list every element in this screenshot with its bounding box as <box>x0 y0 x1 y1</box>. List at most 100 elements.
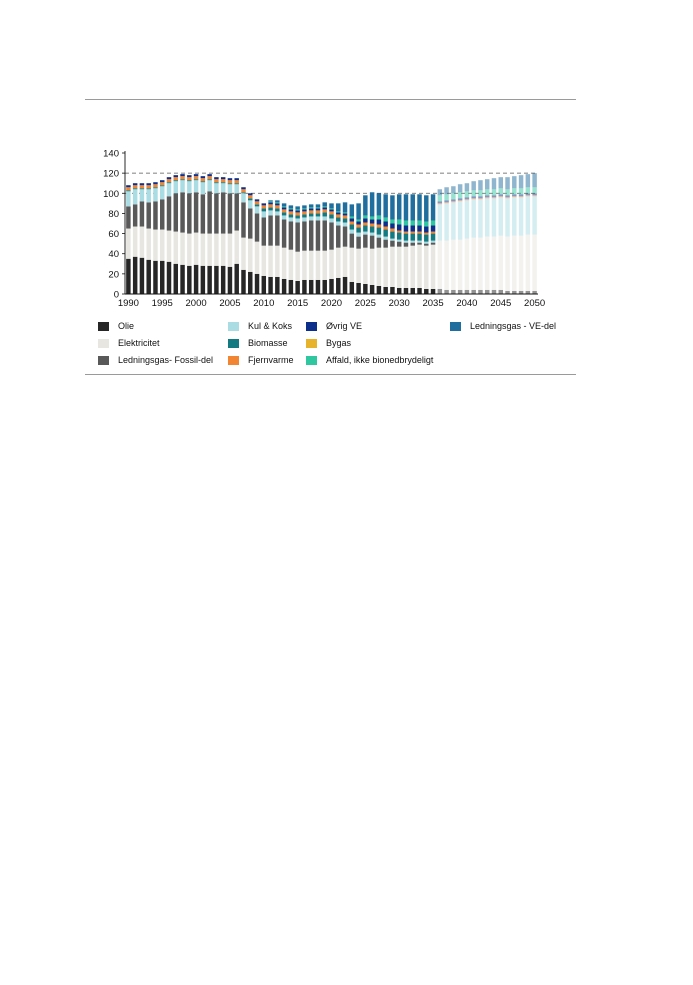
bar-segment <box>193 176 199 180</box>
bar-segment <box>227 184 233 194</box>
bar-segment <box>153 187 158 189</box>
bar-segment <box>410 233 415 241</box>
bar-segment <box>356 236 361 249</box>
bar-segment <box>207 174 212 177</box>
bar-segment <box>383 221 388 227</box>
bar-segment <box>484 197 490 199</box>
bar-segment <box>498 188 503 195</box>
bar-segment <box>160 186 165 200</box>
bar-segment <box>315 213 321 217</box>
bar-segment <box>383 194 388 218</box>
bar-segment <box>342 218 348 223</box>
bar-segment <box>132 204 138 227</box>
legend-swatch <box>228 321 239 331</box>
bar-segment <box>390 238 395 241</box>
bar-segment <box>525 290 531 294</box>
bar-segment <box>403 287 409 294</box>
bar-segment <box>295 251 300 281</box>
bar-segment <box>430 194 436 221</box>
bar-segment <box>437 288 443 294</box>
bar-segment <box>295 280 300 294</box>
legend-swatch <box>306 355 317 365</box>
bar-segment <box>403 194 409 221</box>
bar-segment <box>444 289 449 294</box>
bar-segment <box>396 239 402 242</box>
bar-segment <box>437 203 443 205</box>
bar-segment <box>315 204 321 208</box>
bar-segment <box>220 179 226 183</box>
bar-segment <box>390 231 395 239</box>
bar-segment <box>220 233 226 266</box>
bar-segment <box>315 250 321 280</box>
bar-segment <box>153 260 158 294</box>
bar-segment <box>464 289 470 294</box>
x-axis-ticks: 1990 1995 2000 2005 2010 2015 2020 2025 2030 2035… <box>118 298 545 309</box>
bar-segment <box>336 211 341 213</box>
legend-swatch <box>228 338 239 348</box>
bar-segment <box>491 289 497 294</box>
bar-segment <box>126 258 131 294</box>
bar-segment <box>336 203 341 212</box>
x-tick-label: 2025 <box>355 298 376 309</box>
bar-segment <box>308 207 314 209</box>
bar-segment <box>464 238 470 290</box>
bar-segment <box>444 203 449 241</box>
bar-segment <box>498 197 503 236</box>
y-tick-label: 100 <box>103 189 119 200</box>
bar-segment <box>315 216 321 221</box>
bar-segment <box>444 240 449 290</box>
bar-segment <box>153 182 158 185</box>
bar-segment <box>403 233 409 241</box>
bar-segment <box>518 290 524 294</box>
bar-segment <box>342 202 348 213</box>
bar-segment <box>376 224 382 228</box>
bar-segment <box>457 192 463 199</box>
bar-segment <box>430 242 436 245</box>
bar-segment <box>220 183 226 193</box>
bar-segment <box>478 199 483 238</box>
bar-segment <box>484 189 490 196</box>
bar-segment <box>383 226 388 230</box>
bar-segment <box>166 196 172 231</box>
bar-segment <box>234 193 239 231</box>
bar-segment <box>491 197 497 199</box>
bar-segment <box>403 225 409 232</box>
legend-item-bygas: Bygas <box>306 338 351 348</box>
bar-segment <box>369 232 375 236</box>
bar-segment <box>525 174 531 188</box>
bar-segment <box>376 247 382 286</box>
bar-segment <box>464 183 470 192</box>
bar-segment <box>275 208 280 212</box>
bar-segment <box>200 176 206 179</box>
bar-segment <box>126 228 131 259</box>
bar-segment <box>430 225 436 232</box>
bar-segment <box>471 199 476 238</box>
bar-segment <box>187 175 192 178</box>
bar-segment <box>227 183 233 185</box>
bar-segment <box>396 224 402 231</box>
bar-segment <box>356 282 361 294</box>
bar-segment <box>295 218 300 223</box>
bar-segment <box>302 221 307 251</box>
bar-segment <box>383 239 388 248</box>
bar-segment <box>369 192 375 217</box>
legend-swatch <box>228 355 239 365</box>
bar-segment <box>336 214 341 218</box>
bar-segment <box>227 266 233 294</box>
bar-segment <box>498 177 503 189</box>
bar-segment <box>227 180 233 184</box>
bar-segment <box>275 276 280 294</box>
bar-segment <box>220 265 226 294</box>
bar-segment <box>248 200 253 209</box>
bar-segment <box>410 240 415 243</box>
bar-segment <box>153 201 158 230</box>
bar-segment <box>281 203 287 207</box>
bar-segment <box>193 232 199 265</box>
bar-segment <box>329 208 334 210</box>
bar-segment <box>512 176 517 189</box>
bar-segment <box>146 188 151 190</box>
bar-segment <box>505 197 510 199</box>
bar-segment <box>390 223 395 229</box>
bar-stacks <box>126 173 537 294</box>
bar-segment <box>363 231 368 235</box>
